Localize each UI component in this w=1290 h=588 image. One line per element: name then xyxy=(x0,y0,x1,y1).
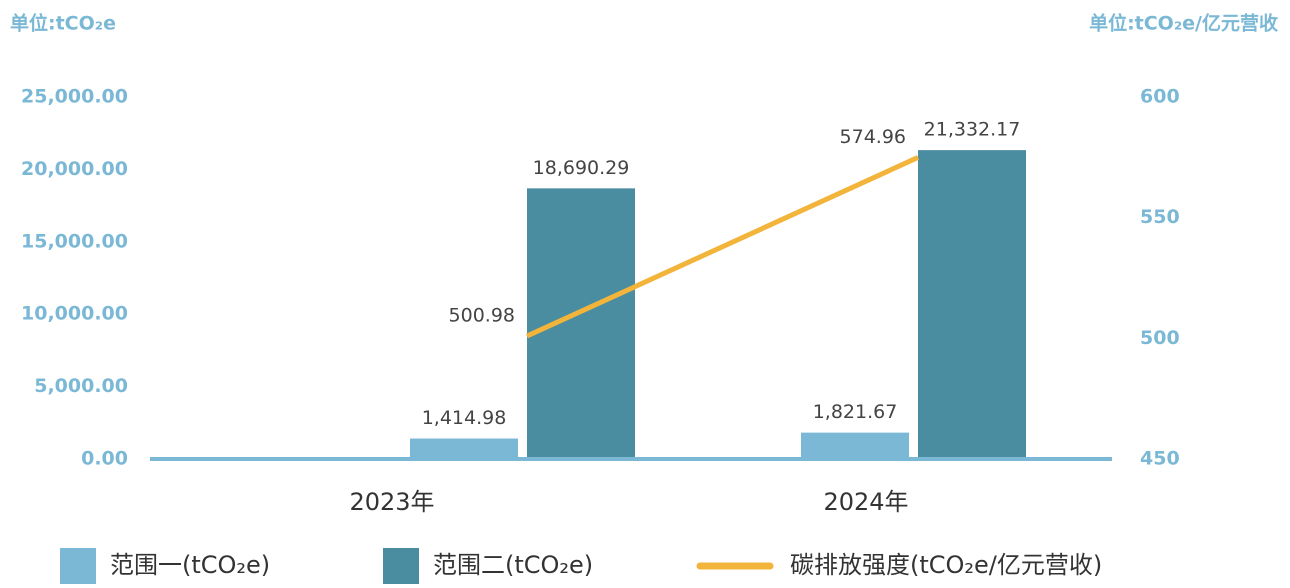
x-tick-label: 2024年 xyxy=(823,488,908,516)
y2-tick-label: 500 xyxy=(1140,327,1180,349)
legend-swatch xyxy=(383,548,419,584)
data-label: 21,332.17 xyxy=(924,119,1021,141)
line xyxy=(525,155,920,339)
data-label: 574.96 xyxy=(840,126,906,148)
data-label: 1,821.67 xyxy=(813,401,898,423)
y-tick-label: 20,000.00 xyxy=(21,158,128,180)
bar xyxy=(918,150,1026,460)
y2-tick-label: 600 xyxy=(1140,86,1180,108)
y-axis-label: 单位:tCO₂e xyxy=(10,12,116,35)
legend-label: 碳排放强度(tCO₂e/亿元营收) xyxy=(790,551,1102,579)
data-label: 18,690.29 xyxy=(533,157,630,179)
x-tick-label: 2023年 xyxy=(349,488,434,516)
bar xyxy=(410,438,518,459)
data-label: 500.98 xyxy=(449,304,515,326)
data-label: 1,414.98 xyxy=(422,407,507,429)
y2-tick-label: 450 xyxy=(1140,448,1180,470)
legend-swatch xyxy=(60,548,96,584)
y-tick-label: 15,000.00 xyxy=(21,230,128,252)
legend-label: 范围二(tCO₂e) xyxy=(433,551,593,579)
legend-label: 范围一(tCO₂e) xyxy=(110,551,270,579)
y-tick-label: 5,000.00 xyxy=(34,375,128,397)
y-tick-label: 0.00 xyxy=(81,448,128,470)
bar xyxy=(527,188,635,459)
y-tick-label: 25,000.00 xyxy=(21,86,128,108)
y-tick-label: 10,000.00 xyxy=(21,303,128,325)
y2-axis-label: 单位:tCO₂e/亿元营收 xyxy=(1089,12,1278,35)
bar xyxy=(801,432,909,459)
y2-tick-label: 550 xyxy=(1140,206,1180,228)
